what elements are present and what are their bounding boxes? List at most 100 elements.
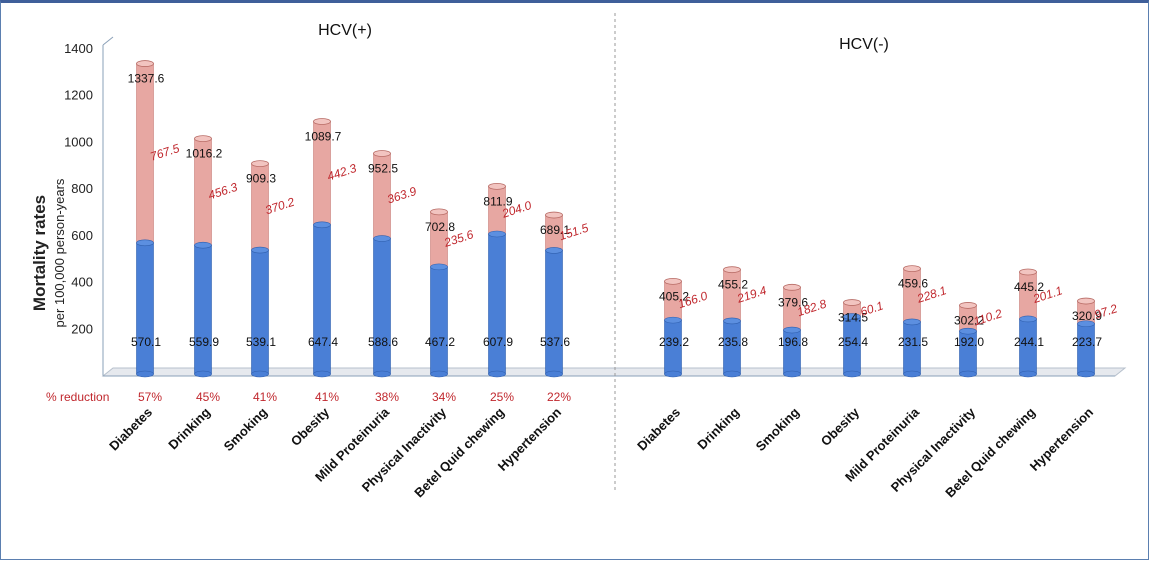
bar-top-ellipse: [374, 151, 391, 157]
bar-top-ellipse: [137, 61, 154, 67]
data-label-base: 231.5: [898, 335, 928, 349]
data-label-base: 559.9: [189, 335, 219, 349]
bar-top-ellipse: [724, 267, 741, 273]
bar-base-ellipse: [724, 371, 741, 377]
reduction-label: 41%: [253, 390, 277, 404]
bar-base-ellipse: [1078, 371, 1095, 377]
reduction-row-label: % reduction: [46, 390, 109, 404]
reduction-label: 25%: [490, 390, 514, 404]
bar-divider-ellipse: [252, 247, 269, 253]
bar-top-ellipse: [1020, 269, 1037, 275]
y-axis-depth-line: [103, 37, 113, 45]
bar-divider-ellipse: [374, 236, 391, 242]
data-label-base: 588.6: [368, 335, 398, 349]
panel-title: HCV(+): [318, 22, 372, 39]
bar-base-ellipse: [784, 371, 801, 377]
data-label-base: 607.9: [483, 335, 513, 349]
reduction-label: 22%: [547, 390, 571, 404]
bar-top-ellipse: [844, 300, 861, 306]
bar-divider-ellipse: [960, 328, 977, 334]
bar-top-ellipse: [431, 209, 448, 215]
bar-base-ellipse: [546, 371, 563, 377]
y-tick-label: 1000: [64, 134, 93, 149]
reduction-label: 38%: [375, 390, 399, 404]
bar-divider-ellipse: [431, 264, 448, 270]
mortality-chart: 200 400 600 800 1000 1200 1400 Mortality rates p…: [1, 3, 1148, 559]
data-label-total: 1016.2: [186, 147, 223, 161]
y-axis-label: Mortality rates: [30, 195, 49, 311]
data-label-base: 647.4: [308, 335, 338, 349]
bar-top-ellipse: [314, 118, 331, 124]
data-label-base: 254.4: [838, 335, 868, 349]
y-tick-label: 400: [71, 275, 93, 290]
data-label-difference: 97.2: [1092, 301, 1119, 322]
y-tick-label: 200: [71, 321, 93, 336]
data-label-base: 223.7: [1072, 335, 1102, 349]
bar-segment-base: [374, 239, 391, 374]
panel-title: HCV(-): [839, 36, 889, 53]
data-label-total: 1089.7: [305, 129, 342, 143]
reduction-label: 34%: [432, 390, 456, 404]
y-tick-label: 800: [71, 181, 93, 196]
data-label-total: 1337.6: [128, 72, 165, 86]
bar-base-ellipse: [844, 371, 861, 377]
x-tick-label: Drinking: [694, 404, 742, 452]
bar-base-ellipse: [489, 371, 506, 377]
data-label-base: 192.0: [954, 335, 984, 349]
bar-segment-base: [137, 243, 154, 374]
data-label-base: 467.2: [425, 335, 455, 349]
bar-segment-base: [252, 250, 269, 374]
bar-divider-ellipse: [314, 222, 331, 228]
bar-base-ellipse: [314, 371, 331, 377]
data-label-base: 537.6: [540, 335, 570, 349]
data-label-base: 539.1: [246, 335, 276, 349]
bar-top-ellipse: [1078, 298, 1095, 304]
bar-top-ellipse: [252, 161, 269, 167]
bar-base-ellipse: [252, 371, 269, 377]
y-tick-label: 1400: [64, 41, 93, 56]
reduction-label: 57%: [138, 390, 162, 404]
x-tick-label: Diabetes: [634, 405, 683, 454]
bar-divider-ellipse: [546, 247, 563, 253]
reduction-label: 45%: [196, 390, 220, 404]
bar-top-ellipse: [784, 284, 801, 290]
bar-divider-ellipse: [1020, 316, 1037, 322]
bar-segment-base: [489, 234, 506, 374]
data-label-base: 235.8: [718, 335, 748, 349]
bar-base-ellipse: [960, 371, 977, 377]
bar-segment-base: [546, 250, 563, 374]
bar-base-ellipse: [374, 371, 391, 377]
data-label-total: 459.6: [898, 277, 928, 291]
reduction-label: 41%: [315, 390, 339, 404]
data-label-base: 570.1: [131, 335, 161, 349]
bar-divider-ellipse: [724, 318, 741, 324]
bar-divider-ellipse: [784, 327, 801, 333]
x-tick-label: Obesity: [288, 404, 333, 449]
bar-divider-ellipse: [137, 240, 154, 246]
x-tick-label: Obesity: [818, 404, 863, 449]
bar-top-ellipse: [489, 183, 506, 189]
bar-divider-ellipse: [195, 242, 212, 248]
bar-top-ellipse: [904, 266, 921, 272]
bar-divider-ellipse: [489, 231, 506, 237]
bar-top-ellipse: [195, 136, 212, 142]
data-label-base: 244.1: [1014, 335, 1044, 349]
data-label-difference: 60.1: [858, 298, 885, 319]
data-label-total: 952.5: [368, 162, 398, 176]
bar-segment-base: [195, 245, 212, 374]
bar-divider-ellipse: [665, 317, 682, 323]
x-tick-label: Drinking: [165, 404, 213, 452]
bar-base-ellipse: [1020, 371, 1037, 377]
x-tick-label: Smoking: [221, 404, 270, 453]
bar-segment-base: [314, 225, 331, 374]
data-label-base: 239.2: [659, 335, 689, 349]
data-label-total: 702.8: [425, 220, 455, 234]
bar-base-ellipse: [195, 371, 212, 377]
bar-base-ellipse: [904, 371, 921, 377]
bar-base-ellipse: [431, 371, 448, 377]
x-tick-label: Diabetes: [106, 405, 155, 454]
x-tick-label: Smoking: [753, 404, 802, 453]
data-label-base: 196.8: [778, 335, 808, 349]
bar-top-ellipse: [960, 302, 977, 308]
